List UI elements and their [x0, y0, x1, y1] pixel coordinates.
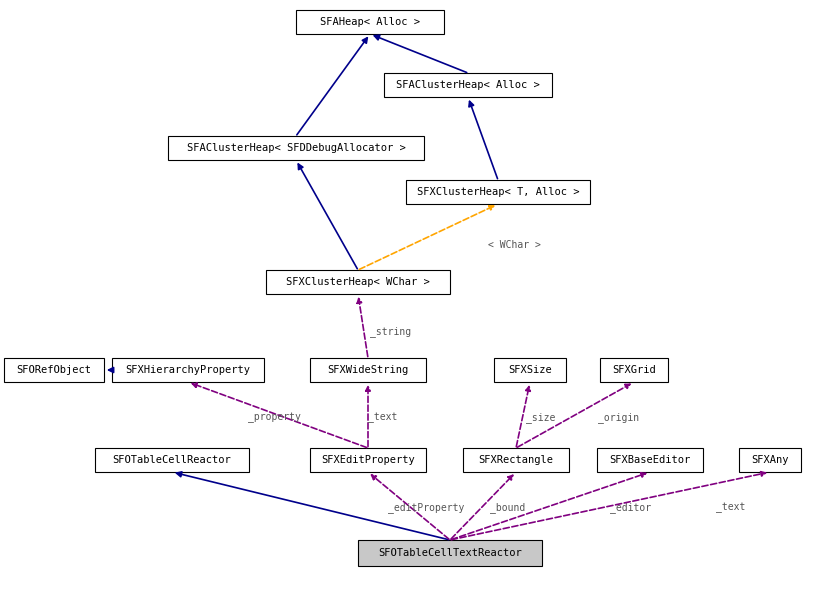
Bar	[112, 358, 264, 382]
Text: _text: _text	[716, 503, 745, 513]
Bar	[406, 180, 590, 204]
Bar	[266, 270, 450, 294]
Bar	[296, 10, 444, 34]
Text: _origin: _origin	[598, 412, 639, 423]
Text: _text: _text	[368, 413, 397, 423]
Text: SFOTableCellReactor: SFOTableCellReactor	[113, 455, 232, 465]
Bar	[739, 448, 801, 472]
Bar	[600, 358, 668, 382]
Text: _size: _size	[526, 412, 556, 423]
Bar	[463, 448, 569, 472]
Text: SFXAny: SFXAny	[752, 455, 789, 465]
Text: SFAClusterHeap< Alloc >: SFAClusterHeap< Alloc >	[396, 80, 540, 90]
Text: SFXRectangle: SFXRectangle	[478, 455, 553, 465]
Text: SFXWideString: SFXWideString	[327, 365, 409, 375]
Bar	[494, 358, 566, 382]
Text: SFXClusterHeap< WChar >: SFXClusterHeap< WChar >	[286, 277, 430, 287]
Text: _editor: _editor	[610, 502, 651, 513]
Bar	[168, 136, 424, 160]
Text: _editProperty: _editProperty	[388, 502, 464, 513]
Text: SFXHierarchyProperty: SFXHierarchyProperty	[126, 365, 251, 375]
Text: SFXGrid: SFXGrid	[612, 365, 656, 375]
Text: SFXSize: SFXSize	[508, 365, 552, 375]
Text: _property: _property	[248, 413, 301, 423]
Text: SFORefObject: SFORefObject	[16, 365, 91, 375]
Text: SFAClusterHeap< SFDDebugAllocator >: SFAClusterHeap< SFDDebugAllocator >	[187, 143, 406, 153]
Bar	[597, 448, 703, 472]
Text: SFXBaseEditor: SFXBaseEditor	[610, 455, 690, 465]
Text: SFXClusterHeap< T, Alloc >: SFXClusterHeap< T, Alloc >	[417, 187, 579, 197]
Bar	[4, 358, 104, 382]
Bar	[310, 358, 426, 382]
Text: < WChar >: < WChar >	[488, 240, 541, 250]
Bar	[358, 540, 542, 566]
Text: SFAHeap< Alloc >: SFAHeap< Alloc >	[320, 17, 420, 27]
Text: _bound: _bound	[490, 502, 526, 513]
Bar	[384, 73, 552, 97]
Text: _string: _string	[370, 326, 411, 337]
Text: SFOTableCellTextReactor: SFOTableCellTextReactor	[378, 548, 522, 558]
Bar	[95, 448, 249, 472]
Text: SFXEditProperty: SFXEditProperty	[322, 455, 415, 465]
Bar	[310, 448, 426, 472]
